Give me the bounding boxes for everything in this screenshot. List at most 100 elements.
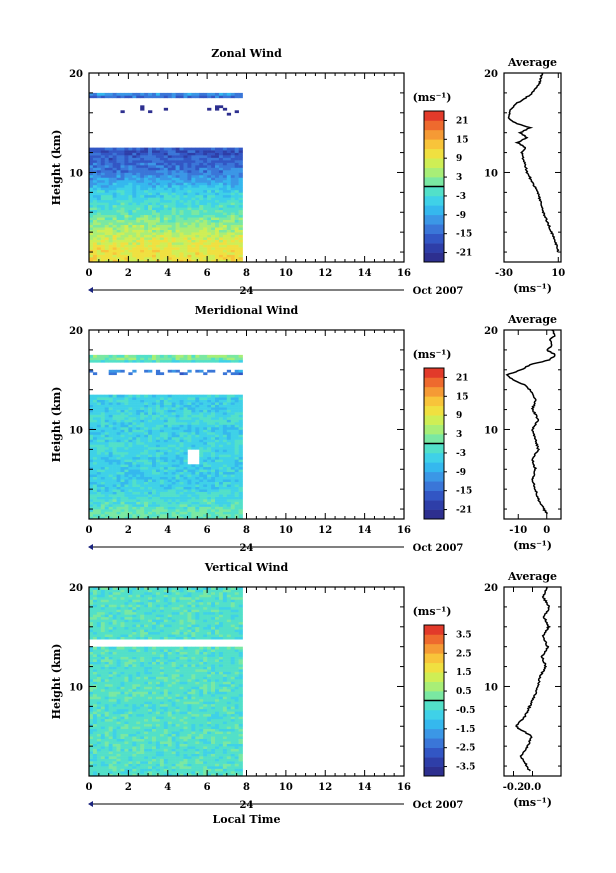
heatmap-cell xyxy=(112,187,117,191)
heatmap-cell xyxy=(104,199,109,203)
heatmap-cell xyxy=(120,110,125,114)
heatmap-cell xyxy=(136,491,141,495)
heatmap-cell xyxy=(140,469,145,473)
heatmap-cell xyxy=(195,404,200,408)
heatmap-cell xyxy=(144,152,149,156)
heatmap-cell xyxy=(112,394,117,398)
heatmap-cell xyxy=(171,459,176,463)
heatmap-cell xyxy=(120,466,125,470)
heatmap-cell xyxy=(163,237,169,240)
heatmap-cell xyxy=(92,194,98,198)
heatmap-cell xyxy=(155,471,161,475)
heatmap-cell xyxy=(112,476,117,480)
heatmap-cell xyxy=(112,219,117,223)
heatmap-cell xyxy=(148,474,153,478)
heatmap-cell xyxy=(218,469,224,473)
heatmap-cell xyxy=(124,454,129,458)
heatmap-cell xyxy=(120,716,125,720)
heatmap-cell xyxy=(140,444,145,448)
heatmap-cell xyxy=(148,234,153,238)
heatmap-cell xyxy=(112,464,117,468)
heatmap-cell xyxy=(211,484,216,487)
heatmap-cell xyxy=(89,491,94,495)
heatmap-cell xyxy=(100,359,106,363)
heatmap-cell xyxy=(100,514,106,517)
heatmap-cell xyxy=(234,436,239,440)
heatmap-cell xyxy=(89,165,94,168)
heatmap-cell xyxy=(96,671,102,675)
heatmap-cell xyxy=(175,249,180,253)
heatmap-cell xyxy=(96,693,102,697)
heatmap-cell xyxy=(152,157,157,161)
heatmap-cell xyxy=(112,407,117,410)
heatmap-cell xyxy=(120,683,125,687)
heatmap-cell xyxy=(96,451,102,455)
heatmap-cell xyxy=(108,444,113,448)
colorbar-swatch xyxy=(424,424,444,435)
heatmap-cell xyxy=(234,459,239,463)
heatmap-cell xyxy=(207,160,212,163)
heatmap-cell xyxy=(218,516,224,520)
heatmap-cell xyxy=(171,227,176,230)
heatmap-cell xyxy=(167,244,172,248)
heatmap-cell xyxy=(183,441,188,445)
heatmap-cell xyxy=(120,736,125,739)
heatmap-cell xyxy=(104,152,109,156)
heatmap-cell xyxy=(104,449,109,453)
heatmap-cell xyxy=(108,162,113,166)
heatmap-cell xyxy=(179,422,184,425)
heatmap-cell xyxy=(222,152,228,156)
heatmap-cell xyxy=(167,224,172,228)
heatmap-cell xyxy=(116,431,121,435)
heatmap-cell xyxy=(238,242,243,245)
heatmap-cell xyxy=(108,599,113,603)
heatmap-cell xyxy=(195,247,200,250)
heatmap-cell xyxy=(104,481,109,485)
heatmap-cell xyxy=(199,152,204,156)
heatmap-cell xyxy=(96,721,102,725)
heatmap-cell xyxy=(175,504,180,507)
heatmap-cell xyxy=(124,212,129,216)
heatmap-cell xyxy=(96,247,102,250)
heatmap-cell xyxy=(234,454,239,458)
heatmap-cell xyxy=(148,359,153,363)
heatmap-cell xyxy=(132,169,137,173)
heatmap-cell xyxy=(108,611,113,615)
heatmap-cell xyxy=(108,589,113,593)
heatmap-cell xyxy=(167,92,172,96)
heatmap-cell xyxy=(187,476,192,480)
heatmap-cell xyxy=(199,160,204,163)
heatmap-cell xyxy=(167,461,172,465)
heatmap-cell xyxy=(199,354,204,358)
heatmap-cell xyxy=(96,594,102,598)
heatmap-cell xyxy=(148,409,153,413)
heatmap-cell xyxy=(175,219,180,223)
heatmap-cell xyxy=(92,626,98,630)
heatmap-cell xyxy=(120,471,125,475)
heatmap-cell xyxy=(92,691,98,695)
heatmap-cell xyxy=(203,461,208,465)
heatmap-cell xyxy=(211,464,216,468)
heatmap-cell xyxy=(124,436,129,440)
heatmap-cell xyxy=(195,359,200,363)
heatmap-cell xyxy=(132,189,137,193)
heatmap-cell xyxy=(203,357,208,361)
heatmap-cell xyxy=(136,254,141,258)
heatmap-cell xyxy=(171,197,176,201)
heatmap-cell xyxy=(128,259,133,263)
heatmap-cell xyxy=(92,496,98,500)
heatmap-cell xyxy=(116,237,121,240)
heatmap-cell xyxy=(187,431,192,435)
heatmap-cell xyxy=(96,417,102,420)
heatmap-cell xyxy=(144,197,149,201)
heatmap-cell xyxy=(238,504,243,507)
heatmap-cell xyxy=(132,357,137,361)
heatmap-cell xyxy=(203,496,208,500)
heatmap-cell xyxy=(175,152,180,156)
heatmap-cell xyxy=(132,434,137,438)
heatmap-cell xyxy=(199,197,204,201)
heatmap-cell xyxy=(144,404,149,408)
heatmap-cell xyxy=(163,214,169,218)
heatmap-cell xyxy=(100,596,106,600)
heatmap-cell xyxy=(179,404,184,408)
